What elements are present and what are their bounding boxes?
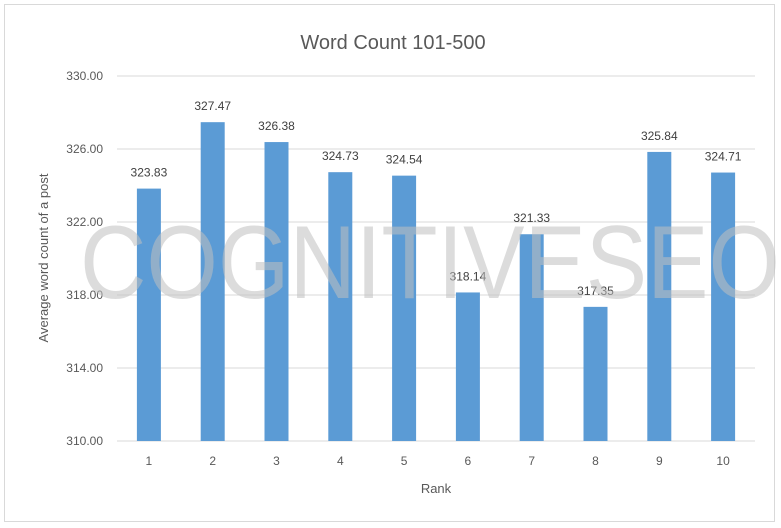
bars (136, 122, 736, 442)
x-tick-label: 8 (592, 454, 599, 468)
bar (455, 292, 480, 441)
data-label: 327.47 (194, 99, 231, 113)
y-axis-label: Average word count of a post (36, 173, 51, 342)
chart-frame (4, 4, 775, 522)
data-label: 321.33 (513, 211, 550, 225)
x-axis-label: Rank (421, 481, 452, 496)
data-label: 324.71 (705, 150, 742, 164)
x-tick-label: 2 (209, 454, 216, 468)
x-tick-label: 7 (528, 454, 535, 468)
bar (647, 151, 672, 442)
y-tick-label: 330.00 (66, 69, 103, 83)
data-label: 324.73 (322, 149, 359, 163)
bar (328, 172, 353, 442)
x-tick-label: 6 (465, 454, 472, 468)
x-tick-label: 3 (273, 454, 280, 468)
y-tick-label: 310.00 (66, 434, 103, 448)
bar (711, 172, 736, 442)
bar (583, 306, 608, 441)
bar (519, 234, 544, 441)
y-tick-label: 314.00 (66, 361, 103, 375)
y-axis-ticks: 310.00 314.00 318.00 322.00 326.00 330.00 (66, 69, 103, 448)
data-label: 324.54 (386, 153, 423, 167)
x-tick-label: 9 (656, 454, 663, 468)
bar (200, 122, 225, 442)
watermark: COGNITIVESEO (80, 205, 780, 321)
y-tick-label: 318.00 (66, 288, 103, 302)
bar (264, 142, 289, 441)
x-tick-label: 1 (146, 454, 153, 468)
x-tick-label: 4 (337, 454, 344, 468)
x-axis-ticks: 1 2 3 4 5 6 7 8 9 10 (146, 454, 731, 468)
data-label: 326.38 (258, 119, 295, 133)
x-tick-label: 5 (401, 454, 408, 468)
data-label: 323.83 (131, 166, 168, 180)
data-label: 317.35 (577, 284, 614, 298)
y-tick-label: 326.00 (66, 142, 103, 156)
y-tick-label: 322.00 (66, 215, 103, 229)
bar (392, 175, 417, 441)
data-labels: 323.83 327.47 326.38 324.73 324.54 318.14 321.… (131, 99, 742, 298)
chart-title: Word Count 101-500 (300, 32, 485, 54)
bar (136, 188, 161, 441)
x-tick-label: 10 (716, 454, 730, 468)
data-label: 318.14 (450, 269, 487, 283)
data-label: 325.84 (641, 129, 678, 143)
